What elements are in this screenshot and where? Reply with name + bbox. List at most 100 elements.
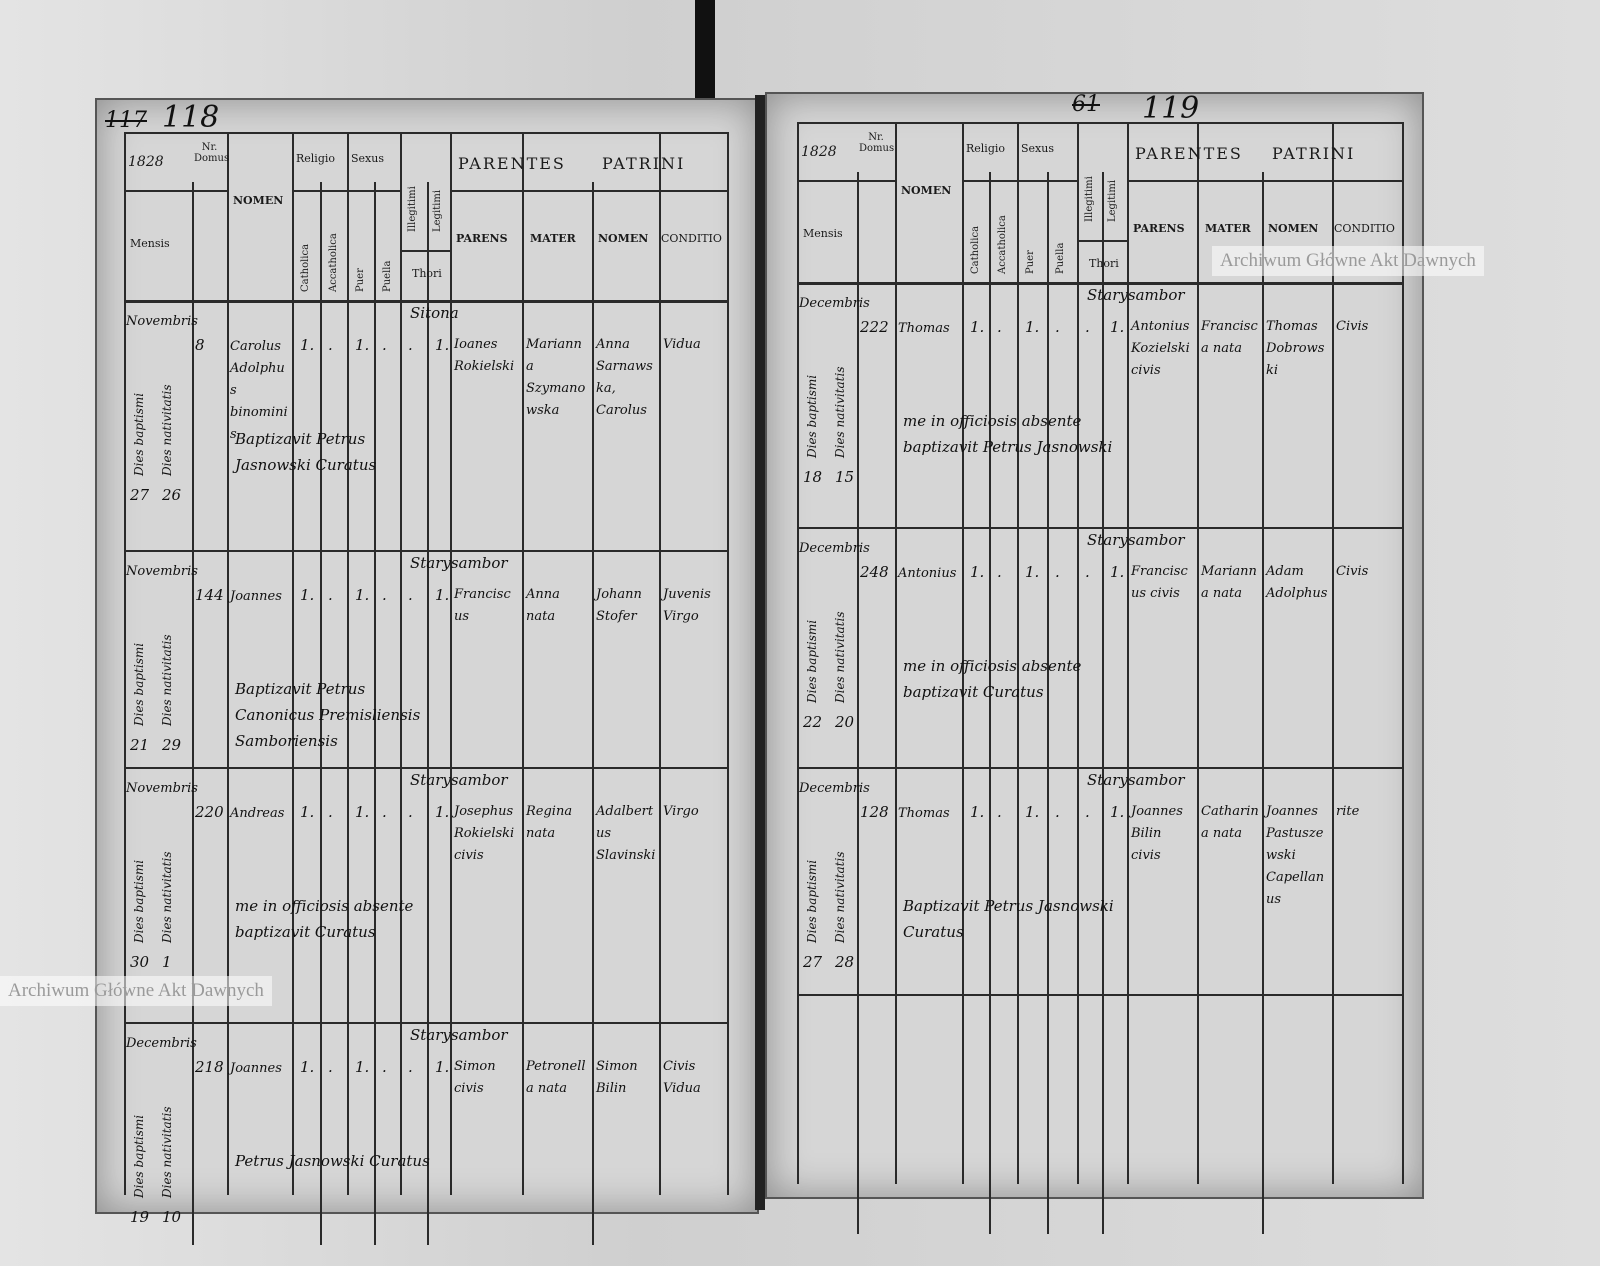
entry-patrini: Thomas Dobrowski <box>1266 319 1325 378</box>
entry-domus: 218 <box>195 1058 224 1076</box>
entry-note: me in officiosis absente baptizavit Cura… <box>903 657 1082 701</box>
entry-parens: Joannes Bilin civis <box>1131 804 1183 863</box>
nomen-header: NOMEN <box>901 184 952 197</box>
entry-parens: Franciscus <box>454 587 511 624</box>
column-rule <box>1262 172 1264 1234</box>
entry-place: Starysambor <box>1087 531 1185 549</box>
column-rule <box>659 132 661 1195</box>
entry-mark: 1. <box>1025 563 1040 581</box>
entry-dies-nativitatis: Dies nativitatis <box>160 384 174 477</box>
entry-marks: 1.. 1... 1. <box>962 318 1127 338</box>
entry-conditio: Vidua <box>663 337 701 352</box>
entry-conditio: Civis <box>1336 319 1369 334</box>
entry-mark: 1. <box>300 336 315 354</box>
entry-patrini: Johann Stofer <box>596 587 642 624</box>
entry-day-birth: 26 <box>162 486 182 504</box>
column-rule <box>962 122 964 1184</box>
subheader-rule <box>450 190 592 192</box>
entry-note: me in officiosis absente baptizavit Cura… <box>235 897 414 941</box>
entry-row-rule <box>797 994 1402 996</box>
entry-domus: 144 <box>195 586 224 604</box>
entry-mark: 1. <box>355 336 370 354</box>
book-spine <box>755 95 765 1210</box>
entry-row-rule <box>124 767 727 769</box>
puer-header: Puer <box>1025 250 1036 274</box>
entry-place: Starysambor <box>1087 771 1185 789</box>
puella-header: Puella <box>382 260 393 292</box>
entry-conditio: rite <box>1336 804 1360 819</box>
subheader-rule <box>1262 180 1402 182</box>
entry-row-rule <box>797 767 1402 769</box>
column-rule <box>857 172 859 1234</box>
nomen-header: NOMEN <box>233 194 284 207</box>
entry-mark: . <box>408 803 413 821</box>
subheader-rule <box>124 190 227 192</box>
column-rule <box>1047 172 1049 1234</box>
entry-conditio: Civis Vidua <box>663 1059 701 1096</box>
right-page: 119 61 1828 Nr. Domus Mensis NOMEN Religio Sexu… <box>765 91 1424 1234</box>
catholica-header: Catholica <box>300 243 311 292</box>
entry-marks: 1.. 1... 1. <box>292 803 450 823</box>
entry-mark: . <box>328 803 333 821</box>
entry-mark: . <box>382 1058 387 1076</box>
entry-domus: 220 <box>195 803 224 821</box>
entry-place: Starysambor <box>410 1026 508 1044</box>
subheader-rule <box>1127 180 1262 182</box>
entry-mater: Regina nata <box>526 804 573 841</box>
left-page: 118 117 1828 Nr. Domus Mensis NOMEN Religio Sex… <box>95 98 759 1245</box>
illegitimi-header: Illegitimi <box>407 186 418 232</box>
entry-mark: 1. <box>1110 318 1125 336</box>
entry-mater: Catharina nata <box>1201 804 1259 841</box>
conditio-header: CONDITIO <box>661 232 722 245</box>
column-rule <box>989 172 991 1234</box>
patrini-nomen-header: NOMEN <box>598 232 649 245</box>
entry-mark: . <box>382 336 387 354</box>
entry-mark: . <box>328 586 333 604</box>
entry-mark: 1. <box>970 563 985 581</box>
entry-mensis: Decembris <box>126 1036 197 1051</box>
column-rule <box>400 132 402 1195</box>
column-rule <box>320 182 322 1245</box>
conditio-header: CONDITIO <box>1334 222 1395 235</box>
scan-dark-band <box>695 0 715 105</box>
entry-note: Baptizavit Petrus Jasnowski Curatus <box>235 430 377 474</box>
column-rule <box>797 122 799 1184</box>
column-rule <box>727 132 729 1195</box>
entry-dies-baptismi: Dies baptismi <box>805 859 819 943</box>
nr-domus-header: Nr. Domus <box>194 142 230 164</box>
year-header: 1828 <box>801 144 837 160</box>
table-top-rule <box>124 132 727 134</box>
religio-header: Religio <box>966 142 1006 155</box>
entry-mark: 1. <box>1110 803 1125 821</box>
entry-place: Starysambor <box>410 771 508 789</box>
entry-dies-nativitatis: Dies nativitatis <box>833 611 847 704</box>
header-bottom-rule <box>124 300 727 303</box>
entry-mark: 1. <box>435 803 450 821</box>
entry-dies-baptismi: Dies baptismi <box>805 374 819 458</box>
entry-marks: 1.. 1... 1. <box>292 1058 450 1078</box>
entry-dies-nativitatis: Dies nativitatis <box>160 1106 174 1199</box>
entry-mensis: Novembris <box>126 314 198 329</box>
entry-domus: 128 <box>860 803 889 821</box>
entry-mensis: Decembris <box>799 541 870 556</box>
entry-domus: 222 <box>860 318 889 336</box>
entry-mensis: Novembris <box>126 781 198 796</box>
entry-dies-nativitatis: Dies nativitatis <box>160 634 174 727</box>
entry-dies-baptismi: Dies baptismi <box>132 859 146 943</box>
entry-parens: Simon civis <box>454 1059 496 1096</box>
thori-header: Thori <box>412 267 442 280</box>
religio-header: Religio <box>296 152 336 165</box>
column-rule <box>292 132 294 1195</box>
entry-mark: 1. <box>355 586 370 604</box>
entry-parens: Ioanes Rokielski <box>454 337 515 374</box>
entry-mark: 1. <box>435 1058 450 1076</box>
entry-place: Sitona <box>410 304 459 322</box>
entry-mark: . <box>408 336 413 354</box>
entry-mark: . <box>1055 803 1060 821</box>
entry-mark: . <box>1055 563 1060 581</box>
entry-mark: 1. <box>300 586 315 604</box>
entry-mark: . <box>382 586 387 604</box>
entry-patrini: Simon Bilin <box>596 1059 638 1096</box>
column-rule <box>1197 122 1199 1184</box>
column-rule <box>347 132 349 1195</box>
